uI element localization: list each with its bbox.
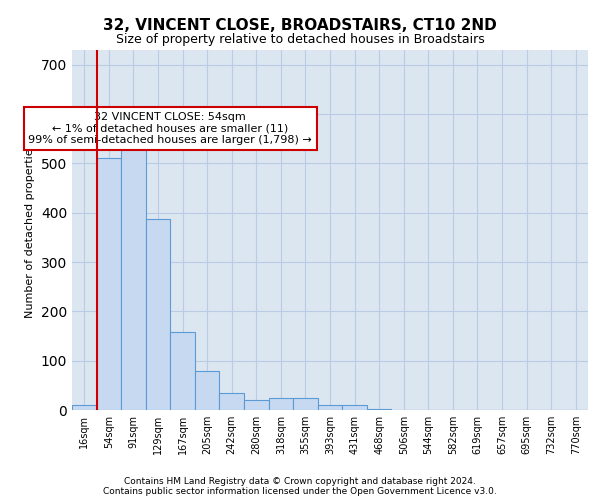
Bar xyxy=(195,370,220,410)
Text: Contains HM Land Registry data © Crown copyright and database right 2024.: Contains HM Land Registry data © Crown c… xyxy=(124,478,476,486)
Bar xyxy=(293,398,318,410)
Bar xyxy=(72,404,97,410)
Bar xyxy=(121,129,146,410)
Bar xyxy=(269,398,293,410)
Bar xyxy=(170,332,195,410)
Text: Contains public sector information licensed under the Open Government Licence v3: Contains public sector information licen… xyxy=(103,488,497,496)
Bar xyxy=(97,158,121,410)
Y-axis label: Number of detached properties: Number of detached properties xyxy=(25,142,35,318)
Text: Size of property relative to detached houses in Broadstairs: Size of property relative to detached ho… xyxy=(116,32,484,46)
Bar xyxy=(318,405,342,410)
Bar xyxy=(342,405,367,410)
Text: 32 VINCENT CLOSE: 54sqm
← 1% of detached houses are smaller (11)
99% of semi-det: 32 VINCENT CLOSE: 54sqm ← 1% of detached… xyxy=(28,112,312,145)
Bar xyxy=(220,392,244,410)
Text: 32, VINCENT CLOSE, BROADSTAIRS, CT10 2ND: 32, VINCENT CLOSE, BROADSTAIRS, CT10 2ND xyxy=(103,18,497,32)
Bar xyxy=(244,400,269,410)
Bar xyxy=(367,408,391,410)
Bar xyxy=(146,219,170,410)
